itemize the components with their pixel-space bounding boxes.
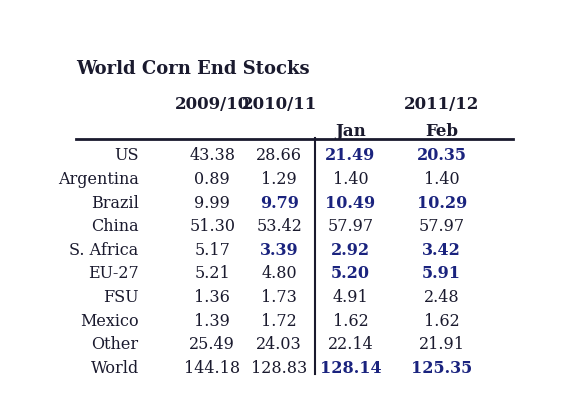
Text: 10.29: 10.29 [417,194,467,212]
Text: Feb: Feb [426,123,458,140]
Text: 21.91: 21.91 [419,336,465,353]
Text: 2.92: 2.92 [331,242,370,259]
Text: China: China [91,218,139,235]
Text: 144.18: 144.18 [184,360,240,377]
Text: 128.14: 128.14 [320,360,381,377]
Text: 0.89: 0.89 [194,171,230,188]
Text: 10.49: 10.49 [325,194,375,212]
Text: 2009/10: 2009/10 [175,96,250,113]
Text: Jan: Jan [335,123,366,140]
Text: S. Africa: S. Africa [70,242,139,259]
Text: 1.36: 1.36 [194,289,230,306]
Text: 9.99: 9.99 [194,194,230,212]
Text: 5.91: 5.91 [422,265,461,283]
Text: 21.49: 21.49 [325,147,375,164]
Text: 1.40: 1.40 [424,171,459,188]
Text: 5.20: 5.20 [331,265,370,283]
Text: 4.91: 4.91 [332,289,368,306]
Text: 2010/11: 2010/11 [242,96,317,113]
Text: 28.66: 28.66 [256,147,302,164]
Text: 57.97: 57.97 [419,218,465,235]
Text: 1.62: 1.62 [424,312,459,330]
Text: 53.42: 53.42 [256,218,302,235]
Text: 1.29: 1.29 [261,171,297,188]
Text: 5.17: 5.17 [194,242,230,259]
Text: 1.73: 1.73 [261,289,297,306]
Text: World Corn End Stocks: World Corn End Stocks [76,60,310,78]
Text: EU-27: EU-27 [88,265,139,283]
Text: 20.35: 20.35 [417,147,467,164]
Text: 51.30: 51.30 [189,218,235,235]
Text: 57.97: 57.97 [327,218,373,235]
Text: FSU: FSU [103,289,139,306]
Text: 3.42: 3.42 [422,242,461,259]
Text: US: US [114,147,139,164]
Text: Argentina: Argentina [58,171,139,188]
Text: 9.79: 9.79 [260,194,298,212]
Text: 1.62: 1.62 [332,312,368,330]
Text: 3.39: 3.39 [260,242,298,259]
Text: Other: Other [91,336,139,353]
Text: 1.40: 1.40 [332,171,368,188]
Text: 25.49: 25.49 [189,336,235,353]
Text: Brazil: Brazil [91,194,139,212]
Text: 4.80: 4.80 [261,265,297,283]
Text: 125.35: 125.35 [411,360,473,377]
Text: Mexico: Mexico [80,312,139,330]
Text: 1.72: 1.72 [261,312,297,330]
Text: 5.21: 5.21 [194,265,230,283]
Text: 24.03: 24.03 [256,336,302,353]
Text: 43.38: 43.38 [189,147,235,164]
Text: 2011/12: 2011/12 [404,96,480,113]
Text: World: World [90,360,139,377]
Text: 22.14: 22.14 [328,336,373,353]
Text: 1.39: 1.39 [194,312,230,330]
Text: 128.83: 128.83 [251,360,307,377]
Text: 2.48: 2.48 [424,289,459,306]
